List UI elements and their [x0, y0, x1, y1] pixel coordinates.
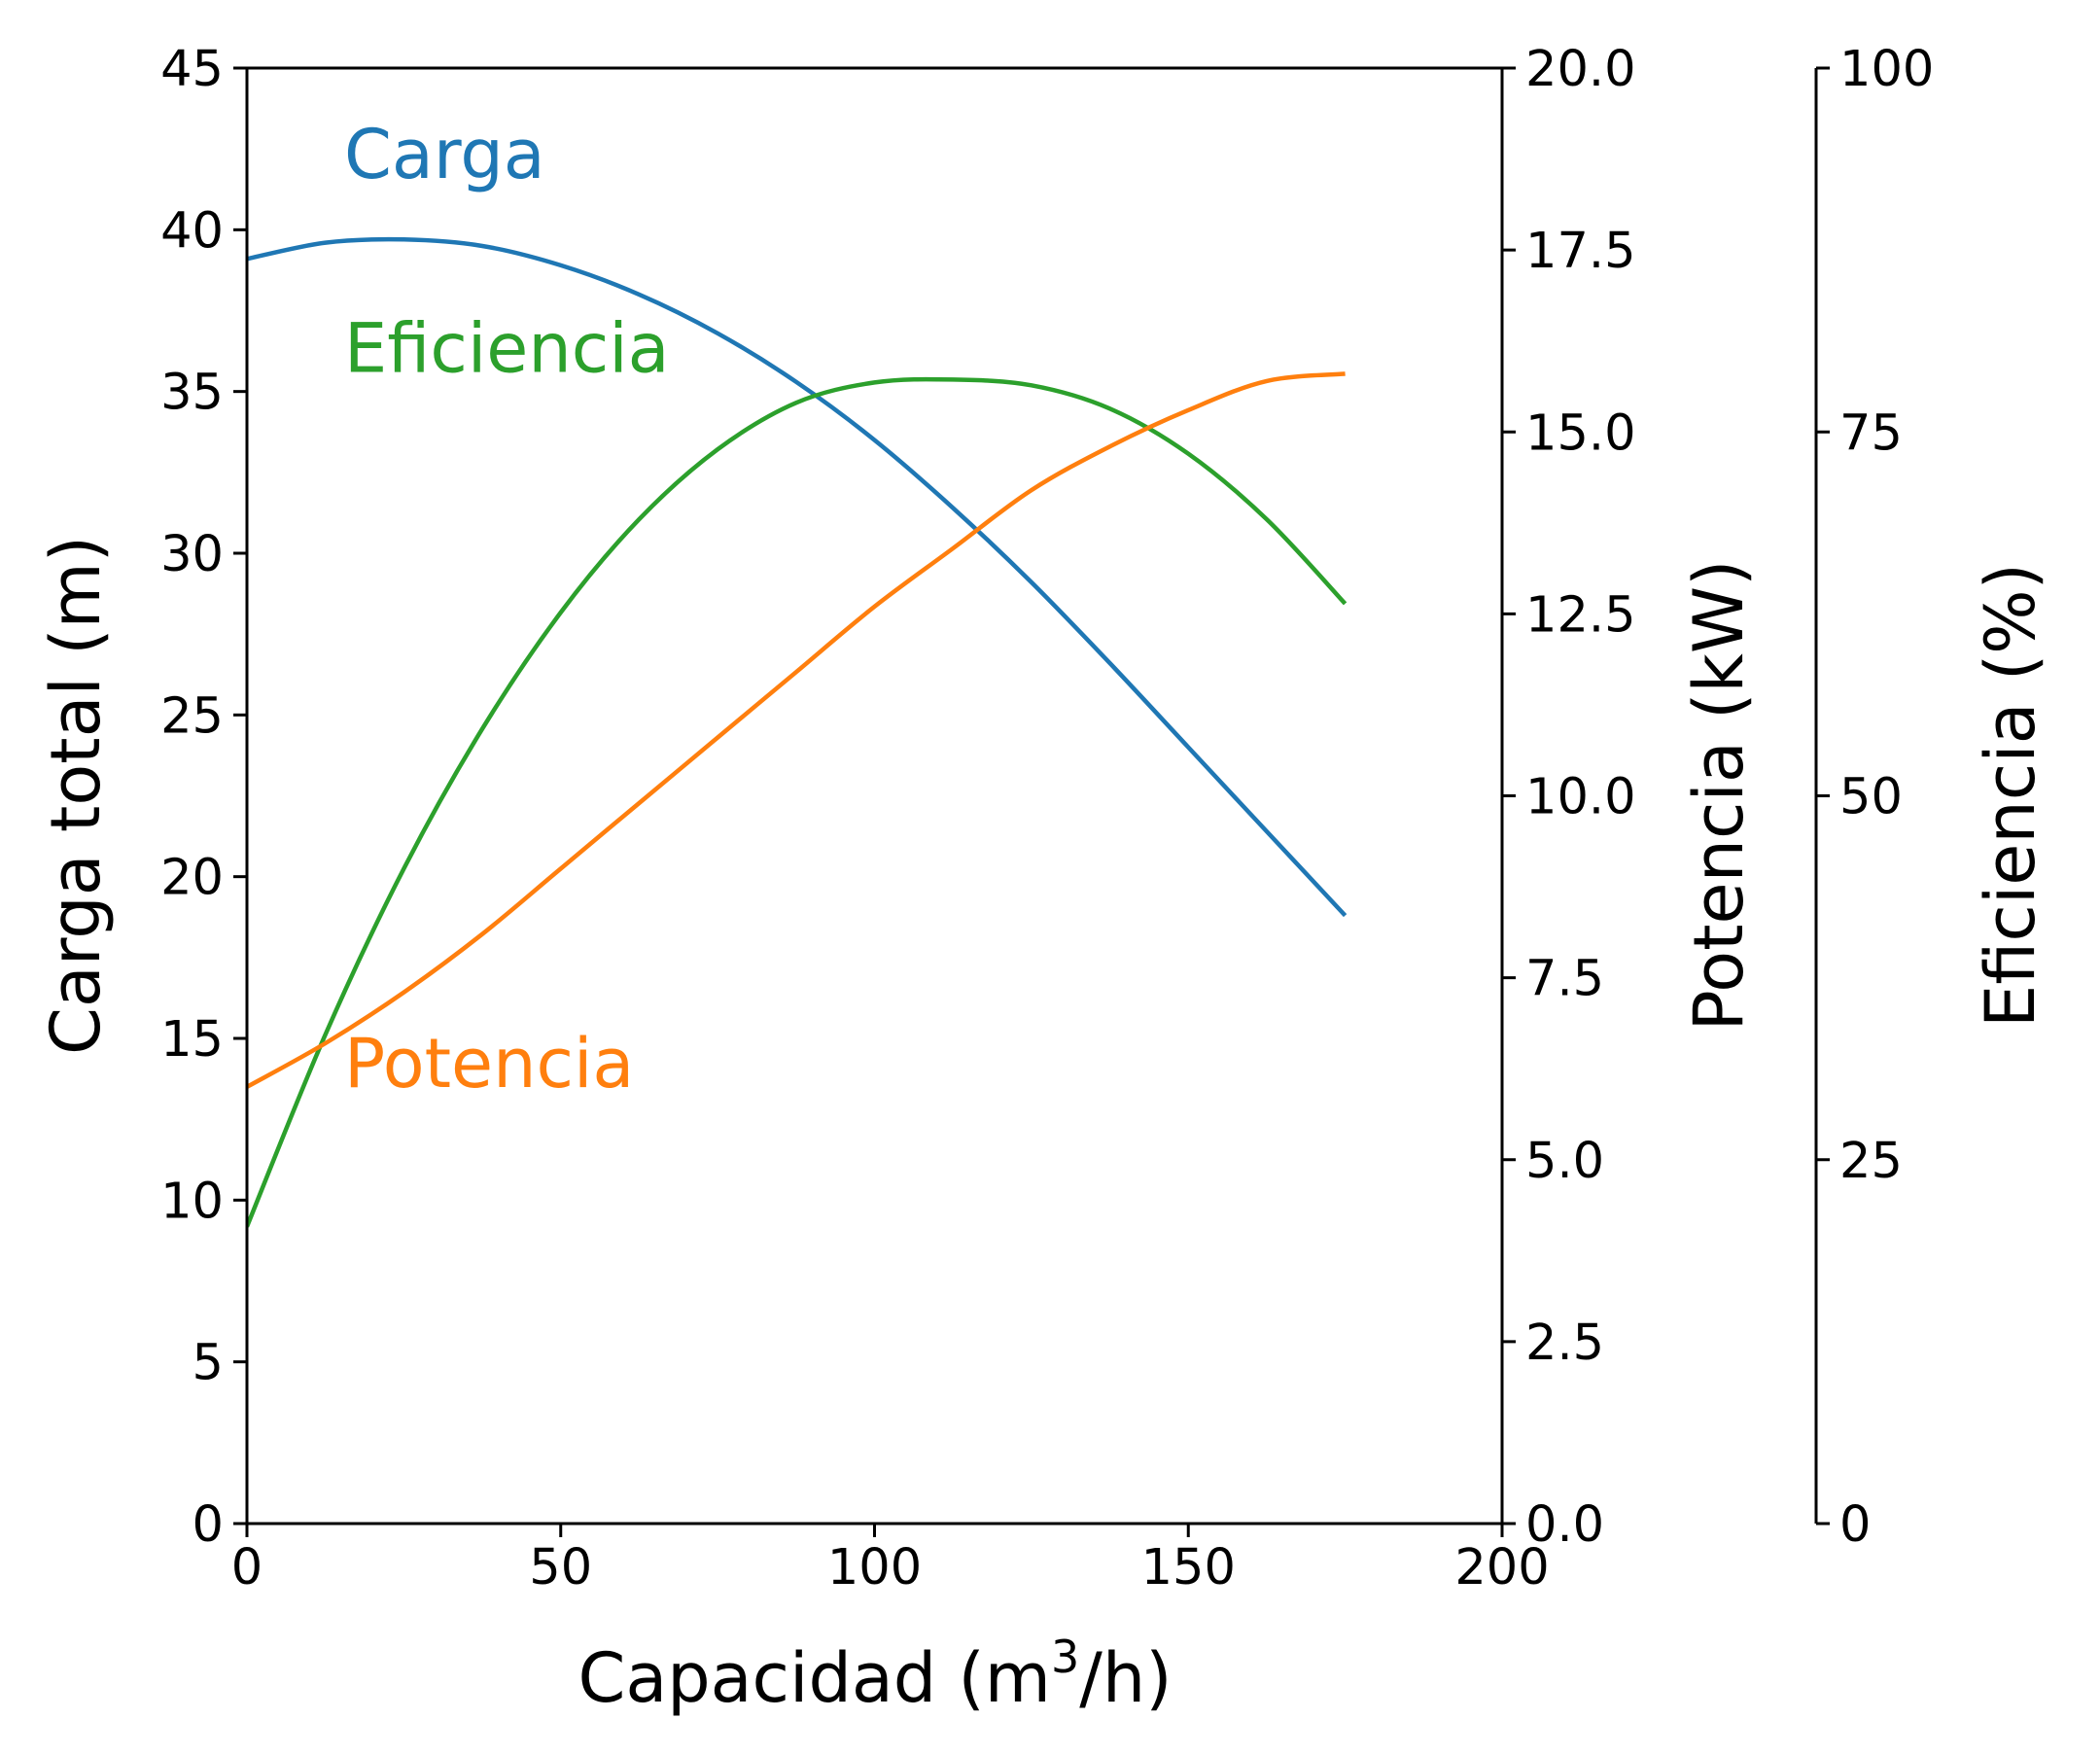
head-tick-label: 30 — [160, 526, 224, 583]
efficiency-tick-label: 75 — [1839, 404, 1903, 462]
head-tick-label: 10 — [160, 1173, 224, 1230]
carga-curve-label: Carga — [344, 115, 545, 194]
potencia-curve-label: Potencia — [344, 1024, 634, 1104]
x-tick-label: 200 — [1454, 1539, 1549, 1596]
efficiency-tick-label: 100 — [1839, 41, 1934, 98]
power-tick-label: 17.5 — [1525, 223, 1636, 280]
potencia-curve — [247, 371, 1346, 1089]
x-axis-title: Capacidad (m3/h) — [578, 1631, 1172, 1718]
eficiencia-curve-label: Eficiencia — [344, 309, 670, 389]
power-tick-label: 15.0 — [1525, 404, 1636, 462]
head-tick-label: 35 — [160, 365, 224, 422]
power-tick-label: 0.0 — [1525, 1496, 1604, 1554]
x-tick-label: 150 — [1141, 1539, 1236, 1596]
head-tick-label: 15 — [160, 1011, 224, 1069]
efficiency-tick-label: 50 — [1839, 769, 1903, 826]
head-tick-label: 0 — [192, 1496, 224, 1554]
head-tick-label: 25 — [160, 687, 224, 745]
power-tick-label: 20.0 — [1525, 41, 1636, 98]
power-tick-label: 5.0 — [1525, 1133, 1604, 1190]
x-tick-label: 100 — [827, 1539, 922, 1596]
power-axis-title: Potencia (kW) — [1679, 560, 1759, 1032]
head-tick-label: 20 — [160, 850, 224, 907]
efficiency-axis-title: Eficiencia (%) — [1971, 563, 2050, 1028]
efficiency-tick-label: 25 — [1839, 1133, 1903, 1190]
head-axis-title: Carga total (m) — [36, 536, 116, 1055]
power-tick-label: 7.5 — [1525, 951, 1604, 1008]
x-tick-label: 50 — [529, 1539, 592, 1596]
head-tick-label: 5 — [192, 1335, 224, 1392]
power-tick-label: 10.0 — [1525, 769, 1636, 826]
head-tick-label: 40 — [160, 202, 224, 260]
efficiency-tick-label: 0 — [1839, 1496, 1871, 1554]
eficiencia-curve — [247, 376, 1348, 1228]
power-tick-label: 12.5 — [1525, 586, 1636, 644]
head-tick-label: 45 — [160, 41, 224, 98]
x-tick-label: 0 — [231, 1539, 262, 1596]
power-tick-label: 2.5 — [1525, 1315, 1604, 1372]
